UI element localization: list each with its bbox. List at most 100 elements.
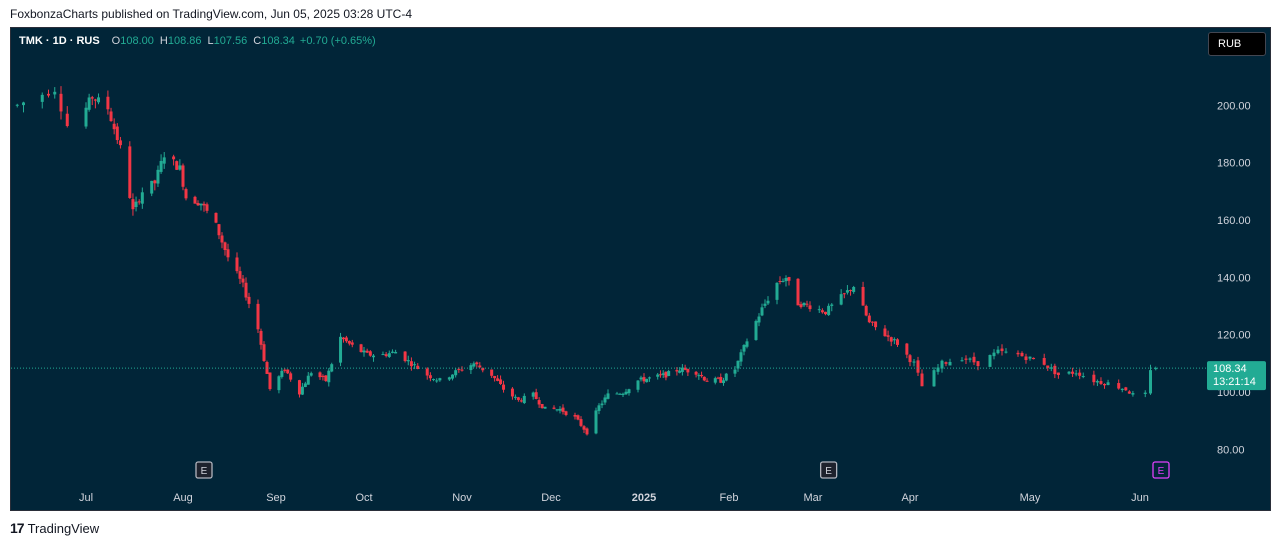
candle[interactable] [53, 87, 57, 99]
candle[interactable] [745, 338, 749, 349]
candle[interactable] [678, 367, 682, 374]
candle[interactable] [1095, 379, 1099, 387]
chart-area[interactable]: 80.00 100.00 120.00 140.00 160.00 180.00 200.0… [10, 27, 1271, 511]
candle[interactable] [93, 98, 97, 109]
candle[interactable] [787, 276, 791, 286]
candle[interactable] [199, 203, 203, 211]
candle[interactable] [658, 370, 662, 378]
candle[interactable] [1078, 369, 1082, 380]
candle[interactable] [131, 193, 135, 216]
candle[interactable] [839, 289, 843, 306]
candle[interactable] [384, 351, 388, 358]
candle[interactable] [555, 408, 559, 412]
candle[interactable] [781, 278, 785, 283]
candle[interactable] [1124, 386, 1128, 391]
candle[interactable] [1004, 348, 1008, 354]
candle[interactable] [1000, 344, 1004, 356]
candle[interactable] [217, 223, 221, 240]
candle[interactable] [1106, 379, 1110, 386]
candle[interactable] [306, 372, 310, 385]
candle[interactable] [365, 348, 369, 354]
tradingview-logo[interactable]: 17 TradingView [10, 520, 99, 536]
candle[interactable] [428, 372, 432, 382]
candle[interactable] [585, 427, 589, 436]
candle[interactable] [796, 278, 800, 306]
candle[interactable] [842, 292, 846, 299]
candle[interactable] [175, 160, 179, 171]
candle[interactable] [558, 406, 562, 414]
candle[interactable] [645, 378, 649, 383]
candle[interactable] [686, 368, 690, 377]
candle[interactable] [920, 369, 924, 387]
candle[interactable] [403, 351, 407, 363]
candle[interactable] [309, 371, 313, 377]
candle[interactable] [238, 266, 242, 285]
candle[interactable] [757, 313, 761, 327]
candle[interactable] [1016, 350, 1020, 357]
candle[interactable] [362, 347, 366, 357]
candle[interactable] [196, 200, 200, 206]
candle[interactable] [109, 107, 113, 122]
candle[interactable] [664, 371, 668, 381]
candle[interactable] [181, 163, 185, 191]
candle[interactable] [697, 373, 701, 380]
earnings-marker[interactable]: E [195, 461, 213, 479]
candle[interactable] [153, 179, 157, 191]
candle[interactable] [606, 389, 610, 400]
candle[interactable] [244, 277, 248, 301]
candle[interactable] [719, 373, 723, 384]
candle[interactable] [519, 398, 523, 403]
candle[interactable] [318, 371, 322, 380]
candle[interactable] [1131, 390, 1135, 397]
candle[interactable] [940, 359, 944, 373]
candle[interactable] [552, 405, 556, 410]
candle[interactable] [988, 354, 992, 367]
candle[interactable] [543, 406, 547, 409]
candle[interactable] [256, 299, 260, 333]
candle[interactable] [1028, 356, 1032, 361]
candle[interactable] [387, 350, 391, 358]
candle[interactable] [742, 344, 746, 356]
candle[interactable] [778, 276, 782, 285]
candle[interactable] [960, 357, 964, 362]
candle[interactable] [976, 361, 980, 371]
candle[interactable] [84, 102, 88, 129]
candle[interactable] [321, 374, 325, 381]
candle[interactable] [40, 92, 44, 109]
candle[interactable] [944, 361, 948, 367]
candle[interactable] [802, 302, 806, 307]
candle[interactable] [766, 296, 770, 306]
candle[interactable] [235, 252, 239, 274]
candle[interactable] [889, 336, 893, 347]
candle[interactable] [22, 101, 25, 113]
candle[interactable] [510, 387, 514, 400]
candle[interactable] [908, 354, 912, 367]
candle[interactable] [1032, 357, 1036, 360]
candle[interactable] [534, 388, 538, 400]
candle[interactable] [460, 366, 464, 372]
candle[interactable] [1042, 353, 1046, 366]
candle[interactable] [996, 346, 1000, 355]
candle[interactable] [675, 367, 679, 376]
candle[interactable] [775, 282, 779, 305]
candle[interactable] [1046, 365, 1050, 371]
candle[interactable] [683, 364, 687, 371]
candle[interactable] [799, 301, 803, 309]
candle[interactable] [330, 362, 334, 373]
candle[interactable] [347, 340, 351, 346]
candle[interactable] [561, 404, 565, 415]
candle[interactable] [172, 154, 176, 166]
candle[interactable] [268, 372, 272, 391]
candle[interactable] [128, 141, 132, 199]
candle[interactable] [87, 93, 91, 112]
candle[interactable] [845, 285, 849, 295]
candle[interactable] [265, 360, 269, 375]
candle[interactable] [359, 343, 363, 353]
candle[interactable] [493, 375, 497, 382]
candle[interactable] [289, 371, 293, 382]
candle[interactable] [763, 299, 767, 309]
candle[interactable] [451, 374, 455, 381]
candle[interactable] [1099, 377, 1103, 385]
candle[interactable] [874, 321, 878, 331]
candle[interactable] [852, 285, 856, 294]
